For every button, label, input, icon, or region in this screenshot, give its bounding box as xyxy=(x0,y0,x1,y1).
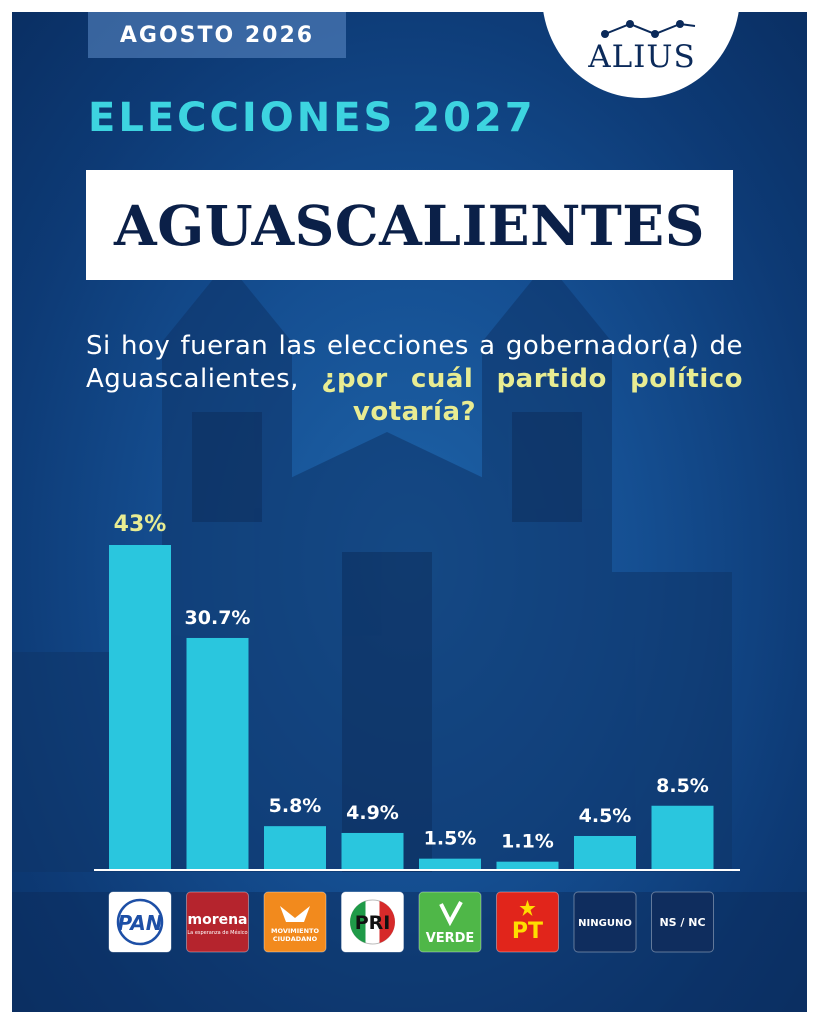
date-badge: AGOSTO 2026 xyxy=(88,12,346,58)
data-label-verde: 1.5% xyxy=(424,828,477,850)
bar-ninguno xyxy=(574,835,636,870)
logo-label: VERDE xyxy=(426,931,475,946)
bar-verde xyxy=(419,858,481,870)
data-label-movimiento-ciudadano: 5.8% xyxy=(269,795,322,817)
logo-label: morena xyxy=(187,912,247,928)
bar-movimiento-ciudadano xyxy=(264,826,326,870)
party-logo-ns-nc: NS / NC xyxy=(651,891,714,953)
bar-chart: 43% 30.7% 5.8% 4.9% 1.5% 1.1% 4.5% 8.5% PAN more… xyxy=(94,512,740,953)
page-title: AGUASCALIENTES xyxy=(114,192,705,258)
logo-label: PT xyxy=(512,919,543,944)
bar-pan xyxy=(109,545,171,870)
party-logo-pan: PAN xyxy=(108,891,172,953)
bar-pt xyxy=(496,861,559,870)
logo-label: MOVIMIENTO xyxy=(271,927,319,935)
logo-sublabel: La esperanza de México xyxy=(187,929,247,936)
poll-card: AGOSTO 2026 ALIUS ELECCIONES 2027 AGUASC… xyxy=(12,12,807,1012)
survey-question: Si hoy fueran las elecciones a gobernado… xyxy=(86,330,743,429)
question-highlight: ¿por cuál partido político votaría? xyxy=(321,364,744,427)
logo-label: CIUDADANO xyxy=(273,935,318,943)
data-label-pt: 1.1% xyxy=(501,831,554,853)
party-logo-verde: VERDE xyxy=(418,891,482,953)
party-logo-pt: PT xyxy=(496,891,559,953)
data-label-pri: 4.9% xyxy=(346,802,399,824)
headline: ELECCIONES 2027 xyxy=(88,95,536,141)
data-label-ns-nc: 8.5% xyxy=(656,775,709,797)
logo-label: NS / NC xyxy=(659,916,705,929)
logo-label: NINGUNO xyxy=(578,918,632,929)
bar-pri xyxy=(341,832,404,870)
data-label-morena: 30.7% xyxy=(185,607,251,629)
title-box: AGUASCALIENTES xyxy=(86,170,733,280)
party-logo-pri: PRI xyxy=(341,891,404,953)
bar-ns-nc xyxy=(651,805,714,870)
logo-label: PAN xyxy=(117,911,162,935)
network-icon xyxy=(601,20,696,38)
party-logo-ninguno: NINGUNO xyxy=(573,891,637,953)
brand-logo-text: ALIUS xyxy=(588,39,696,75)
data-label-pan: 43% xyxy=(114,512,167,537)
bar-morena xyxy=(186,637,249,870)
bars-layer: 43% 30.7% 5.8% 4.9% 1.5% 1.1% 4.5% 8.5% xyxy=(109,512,714,870)
data-label-ninguno: 4.5% xyxy=(579,805,632,827)
question-text: Si hoy fueran las elecciones a gobernado… xyxy=(86,331,743,394)
logo-label: PRI xyxy=(355,912,391,934)
